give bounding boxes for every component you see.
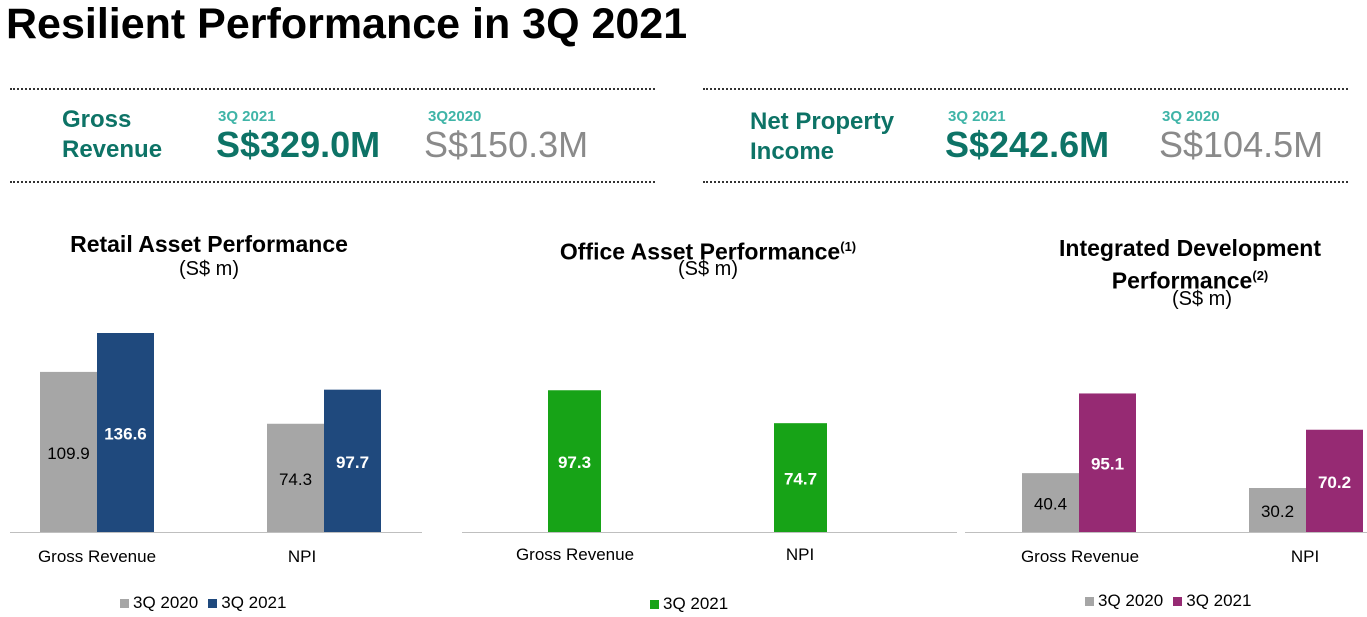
chart-title-integrated: Integrated Development Performance(2) bbox=[1000, 234, 1367, 295]
kpi-label-line2: Revenue bbox=[62, 136, 163, 163]
kpi-prior-period: 3Q 2020 bbox=[1162, 108, 1220, 125]
legend-label: 3Q 2021 bbox=[1186, 591, 1252, 610]
chart-title-text: Integrated Development bbox=[1059, 235, 1321, 261]
data-label: 95.1 bbox=[1091, 455, 1124, 474]
bar bbox=[1079, 393, 1136, 532]
legend-swatch bbox=[120, 598, 129, 608]
chart-unit-integrated: (S$ m) bbox=[1172, 288, 1232, 310]
kpi-divider-top bbox=[10, 88, 655, 90]
chart-unit-office: (S$ m) bbox=[678, 258, 738, 280]
legend-item: 3Q 2021 bbox=[650, 594, 728, 614]
legend-label: 3Q 2021 bbox=[221, 593, 287, 612]
kpi-npi-label: Net Property Income bbox=[750, 107, 894, 167]
chart-title-text-2: Performance bbox=[1111, 267, 1253, 294]
legend-integrated: 3Q 2020 3Q 2021 bbox=[1085, 591, 1261, 611]
chart-title-line2: Performance(2) bbox=[1000, 262, 1367, 295]
bar bbox=[267, 423, 324, 532]
chart-unit-retail: (S$ m) bbox=[179, 258, 239, 280]
chart-title-text: Office Asset Performance bbox=[559, 238, 841, 265]
bar bbox=[1022, 473, 1079, 532]
bar bbox=[1249, 488, 1306, 532]
legend-retail: 3Q 2020 3Q 2021 bbox=[120, 593, 296, 613]
bar bbox=[774, 423, 827, 532]
category-label: NPI bbox=[288, 547, 316, 566]
data-label: 40.4 bbox=[1034, 495, 1067, 514]
chart-title-office: Office Asset Performance(1) bbox=[462, 233, 954, 266]
legend-office: 3Q 2021 bbox=[650, 594, 738, 614]
legend-swatch bbox=[650, 599, 659, 609]
footnote-marker: (2) bbox=[1252, 268, 1269, 283]
kpi-prior-period: 3Q2020 bbox=[428, 108, 482, 125]
kpi-divider-top bbox=[703, 88, 1348, 90]
data-label: 74.7 bbox=[784, 470, 817, 489]
kpi-current-value: S$329.0M bbox=[216, 124, 381, 165]
legend-swatch bbox=[208, 598, 218, 608]
bar bbox=[324, 389, 381, 532]
kpi-divider-bottom bbox=[10, 181, 655, 183]
data-label: 70.2 bbox=[1318, 473, 1351, 492]
bar bbox=[1306, 429, 1363, 532]
data-label: 30.2 bbox=[1261, 502, 1294, 521]
data-label: 136.6 bbox=[104, 425, 147, 444]
legend-swatch bbox=[1085, 596, 1094, 606]
bar bbox=[548, 390, 601, 532]
data-label: 109.9 bbox=[47, 444, 90, 463]
legend-label: 3Q 2020 bbox=[133, 593, 199, 612]
category-label: Gross Revenue bbox=[1021, 547, 1139, 566]
category-label: NPI bbox=[786, 545, 814, 564]
footnote-marker: (1) bbox=[840, 239, 857, 254]
legend-label: 3Q 2020 bbox=[1098, 591, 1164, 610]
kpi-current-period: 3Q 2021 bbox=[218, 108, 276, 125]
kpi-label-line2: Income bbox=[750, 138, 835, 165]
legend-swatch bbox=[1173, 596, 1183, 606]
kpi-prior-value: S$150.3M bbox=[424, 124, 589, 165]
legend-item: 3Q 2021 bbox=[208, 593, 286, 613]
kpi-current-period: 3Q 2021 bbox=[948, 108, 1006, 125]
bar bbox=[97, 333, 154, 532]
kpi-label-line1: Gross bbox=[62, 106, 132, 133]
category-label: Gross Revenue bbox=[38, 547, 156, 566]
data-label: 74.3 bbox=[279, 470, 312, 489]
kpi-gross-revenue-label: Gross Revenue bbox=[62, 105, 162, 165]
legend-item: 3Q 2021 bbox=[1173, 591, 1251, 611]
kpi-divider-bottom bbox=[703, 181, 1348, 183]
legend-item: 3Q 2020 bbox=[120, 593, 198, 613]
category-label: Gross Revenue bbox=[516, 545, 634, 564]
kpi-current-value: S$242.6M bbox=[945, 124, 1110, 165]
chart-title-retail: Retail Asset Performance bbox=[0, 230, 418, 258]
data-label: 97.7 bbox=[336, 453, 369, 472]
data-label: 97.3 bbox=[558, 453, 591, 472]
chart-title-text: Retail Asset Performance bbox=[70, 231, 348, 257]
category-label: NPI bbox=[1291, 547, 1319, 566]
kpi-prior-value: S$104.5M bbox=[1159, 124, 1324, 165]
bar bbox=[40, 371, 97, 532]
legend-label: 3Q 2021 bbox=[663, 594, 729, 613]
legend-item: 3Q 2020 bbox=[1085, 591, 1163, 611]
kpi-label-line1: Net Property bbox=[750, 108, 895, 135]
page-title: Resilient Performance in 3Q 2021 bbox=[6, 0, 688, 48]
